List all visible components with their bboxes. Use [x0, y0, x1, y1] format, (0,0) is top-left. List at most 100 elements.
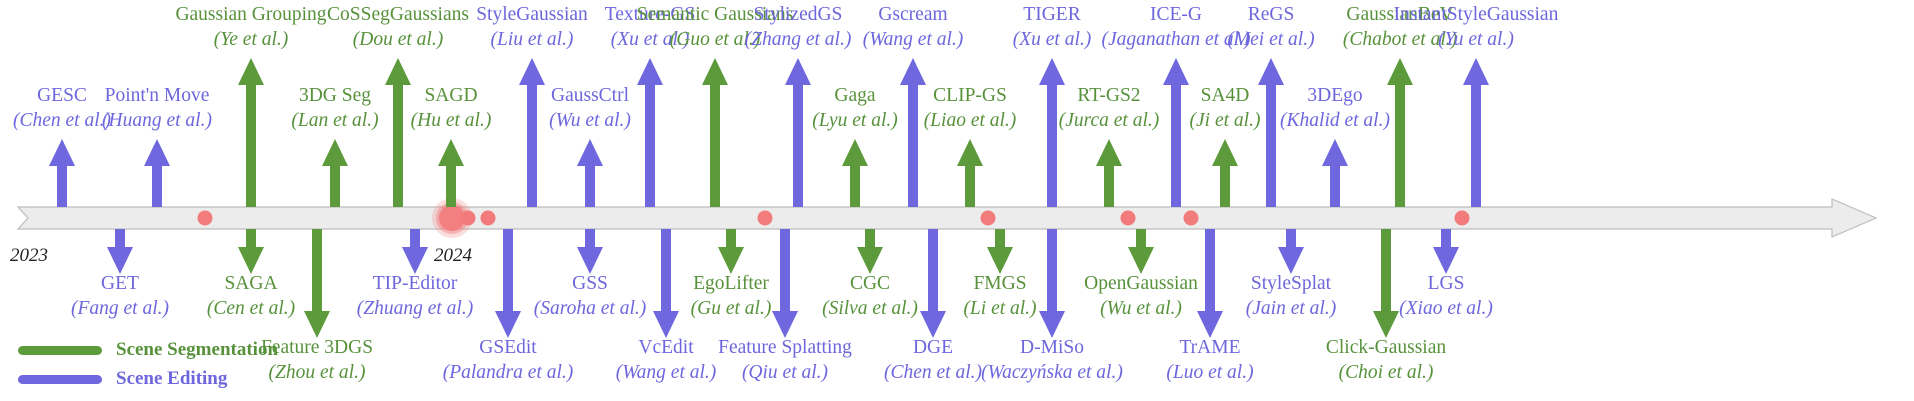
paper-citation: (Yu et al.)	[1438, 29, 1514, 50]
paper-label-sagd: SAGD (Hu et al.)	[411, 83, 492, 133]
paper-title: Gaga	[834, 85, 876, 106]
arrow-vcedit	[653, 229, 679, 338]
timeline-dot	[197, 210, 213, 226]
paper-citation: (Hu et al.)	[410, 110, 492, 131]
paper-label-cgc: CGC (Silva et al.)	[822, 271, 918, 321]
arrow-sagd	[438, 139, 464, 207]
paper-title: LGS	[1427, 273, 1465, 294]
paper-citation: (Jain et al.)	[1245, 298, 1337, 319]
paper-title: Point'n Move	[104, 85, 210, 106]
timeline-band	[16, 198, 1878, 238]
paper-citation: (Luo et al.)	[1166, 362, 1254, 383]
paper-citation: (Wang et al.)	[615, 362, 717, 383]
paper-label-feature-3dgs: Feature 3DGS (Zhou et al.)	[261, 335, 373, 385]
timeline-dots	[197, 198, 1470, 238]
paper-citation: (Zhou et al.)	[268, 362, 366, 383]
paper-citation: (Li et al.)	[963, 298, 1037, 319]
arrow-lgs	[1433, 229, 1459, 274]
paper-citation: (Liao et al.)	[923, 110, 1017, 131]
paper-title: ReGS	[1247, 4, 1295, 25]
paper-citation: (Guo et al.)	[669, 29, 761, 50]
paper-citation: (Dou et al.)	[352, 29, 444, 50]
paper-label-lgs: LGS (Xiao et al.)	[1399, 271, 1493, 321]
paper-title: 3DG Seg	[298, 85, 372, 106]
arrow-gsedit	[495, 229, 521, 338]
paper-citation: (Lyu et al.)	[812, 110, 898, 131]
arrow-cgc	[857, 229, 883, 274]
paper-title: GaussianBeV	[1346, 4, 1454, 25]
year-2024-marker	[439, 205, 465, 231]
arrow-tip-editor	[402, 229, 428, 274]
paper-label-instantstylegaussian: InstantStyleGaussian (Yu et al.)	[1394, 2, 1559, 52]
paper-citation: (Ye et al.)	[213, 29, 289, 50]
paper-title: D-MiSo	[1020, 337, 1084, 358]
paper-title: Gscream	[878, 4, 948, 25]
arrow-feature-splatting	[772, 229, 798, 338]
paper-citation: (Xiao et al.)	[1399, 298, 1493, 319]
paper-label-egolifter: EgoLifter (Gu et al.)	[691, 271, 772, 321]
paper-title: GET	[101, 273, 139, 294]
paper-label-gaga: Gaga (Lyu et al.)	[812, 83, 898, 133]
paper-label-clip-gs: CLIP-GS (Liao et al.)	[924, 83, 1017, 133]
paper-title: GSEdit	[479, 337, 537, 358]
paper-citation: (Zhang et al.)	[744, 29, 852, 50]
paper-title: Texture-GS	[604, 4, 696, 25]
arrow-gscream	[900, 58, 926, 207]
paper-title: VcEdit	[638, 337, 694, 358]
paper-title: Feature 3DGS	[260, 337, 374, 358]
timeline-axis	[16, 198, 1878, 238]
arrow-regs	[1258, 58, 1284, 207]
paper-citation: (Palandra et al.)	[442, 362, 574, 383]
arrow-saga	[238, 229, 264, 274]
paper-label-feature-splatting: Feature Splatting (Qiu et al.)	[718, 335, 852, 385]
legend-label-segmentation: Scene Segmentation	[116, 339, 279, 360]
arrow-click-gaussian	[1373, 229, 1399, 338]
arrow-semantic-gaussians	[702, 58, 728, 207]
paper-label-tip-editor: TIP-Editor (Zhuang et al.)	[357, 271, 473, 321]
paper-title: Gaussian Grouping	[175, 4, 327, 25]
arrow-tiger	[1039, 58, 1065, 207]
paper-label-gaussctrl: GaussCtrl (Wu et al.)	[549, 83, 631, 133]
paper-citation: (Xu et al.)	[1012, 29, 1092, 50]
paper-title: Semantic Gaussians	[636, 4, 794, 25]
paper-citation: (Khalid et al.)	[1280, 110, 1390, 131]
paper-citation: (Wang et al.)	[862, 29, 964, 50]
paper-citation: (Chen et al.)	[12, 110, 112, 131]
arrow-3dg-seg	[322, 139, 348, 207]
arrow-stylizedgs	[785, 58, 811, 207]
arrow-d-miso	[1039, 229, 1065, 338]
paper-label-trame: TrAME (Luo et al.)	[1166, 335, 1253, 385]
legend-swatch-segmentation	[18, 345, 102, 355]
arrow-clip-gs	[957, 139, 983, 207]
arrow-layer	[49, 58, 1489, 338]
year-label-2023: 2023	[10, 245, 48, 266]
paper-citation: (Chen et al.)	[883, 362, 983, 383]
paper-title: EgoLifter	[693, 273, 769, 294]
arrow-stylegaussian	[519, 58, 545, 207]
paper-title: 3DEgo	[1307, 85, 1363, 106]
paper-label-dge: DGE (Chen et al.)	[884, 335, 982, 385]
timeline-dot	[1454, 210, 1470, 226]
paper-title: Click-Gaussian	[1325, 337, 1447, 358]
paper-citation: (Lan et al.)	[291, 110, 379, 131]
paper-label-regs: ReGS (Mei et al.)	[1227, 2, 1314, 52]
arrow-point-n-move	[144, 139, 170, 207]
paper-title: ICE-G	[1150, 4, 1202, 25]
paper-citation: (Mei et al.)	[1227, 29, 1315, 50]
paper-label-gsedit: GSEdit (Palandra et al.)	[443, 335, 574, 385]
timeline-dot	[1183, 210, 1199, 226]
year-label-2024: 2024	[434, 245, 472, 266]
paper-citation: (Wu et al.)	[1100, 298, 1182, 319]
arrow-gaussian-grouping	[238, 58, 264, 207]
paper-title: TrAME	[1179, 337, 1241, 358]
paper-title: CGC	[849, 273, 891, 294]
arrow-dge	[920, 229, 946, 338]
paper-citation: (Cen et al.)	[206, 298, 296, 319]
paper-label-saga: SAGA (Cen et al.)	[207, 271, 295, 321]
paper-title: StylizedGS	[753, 4, 843, 25]
paper-citation: (Wu et al.)	[549, 110, 631, 131]
arrow-gesc	[49, 139, 75, 207]
paper-citation: (Saroha et al.)	[533, 298, 647, 319]
